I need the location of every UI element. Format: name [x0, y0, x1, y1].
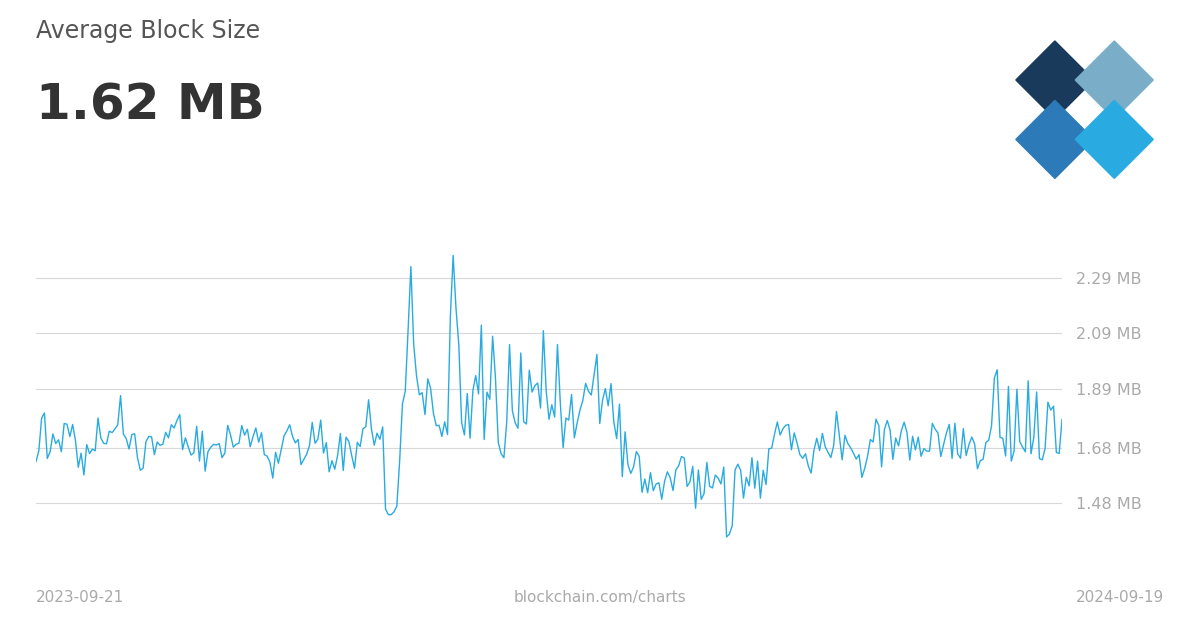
Text: 2023-09-21: 2023-09-21: [36, 590, 125, 605]
Polygon shape: [1016, 100, 1094, 178]
Text: Average Block Size: Average Block Size: [36, 19, 260, 43]
Polygon shape: [1016, 41, 1094, 119]
Polygon shape: [1075, 41, 1153, 119]
Text: 2024-09-19: 2024-09-19: [1075, 590, 1164, 605]
Text: blockchain.com/charts: blockchain.com/charts: [514, 590, 686, 605]
Polygon shape: [1075, 100, 1153, 178]
Text: 1.62 MB: 1.62 MB: [36, 82, 265, 130]
